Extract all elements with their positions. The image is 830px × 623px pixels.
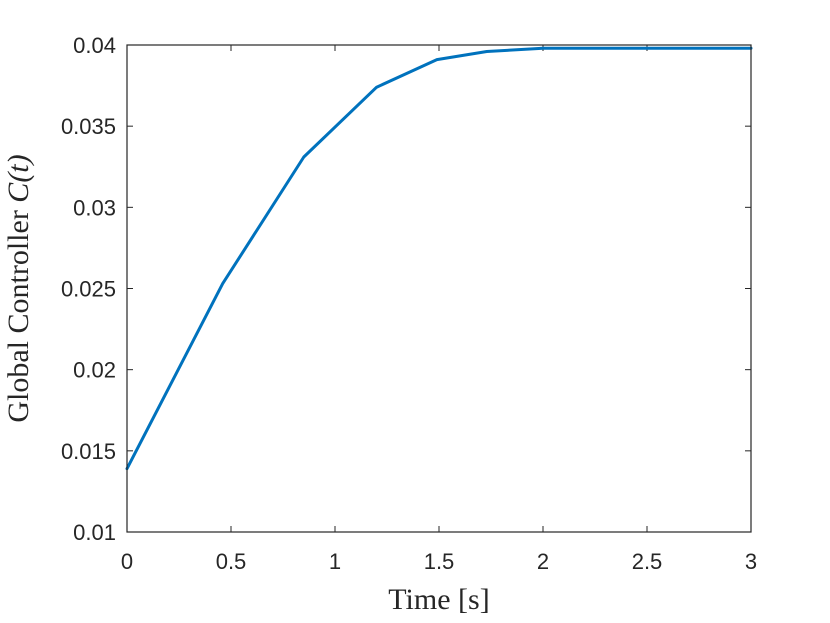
y-tick-label: 0.015: [61, 439, 116, 464]
x-tick-label: 1.5: [424, 549, 455, 574]
x-tick-labels: 0 0.5 1 1.5 2 2.5 3: [121, 549, 757, 574]
x-tick-label: 2: [537, 549, 549, 574]
x-tick-label: 1: [329, 549, 341, 574]
y-tick-label: 0.035: [61, 114, 116, 139]
y-axis-title-math: C(t): [2, 154, 35, 202]
y-tick-label: 0.01: [73, 520, 116, 545]
x-tick-label: 0: [121, 549, 133, 574]
series-layer: [125, 46, 753, 471]
y-axis-title: Global Controller C(t): [2, 154, 35, 422]
plot-background: [127, 45, 751, 532]
x-tick-label: 2.5: [632, 549, 663, 574]
series-line: [125, 46, 753, 471]
y-tick-label: 0.04: [73, 33, 116, 58]
y-tick-label: 0.02: [73, 358, 116, 383]
x-axis-title: Time [s]: [388, 583, 489, 616]
x-tick-label: 3: [745, 549, 757, 574]
plot-frame: [126, 44, 752, 533]
y-axis-title-prefix: Global Controller: [2, 203, 35, 423]
y-tick-labels: 0.01 0.015 0.02 0.025 0.03 0.035 0.04: [61, 33, 116, 545]
y-tick-label: 0.025: [61, 277, 116, 302]
x-tick-label: 0.5: [216, 549, 247, 574]
y-tick-label: 0.03: [73, 195, 116, 220]
